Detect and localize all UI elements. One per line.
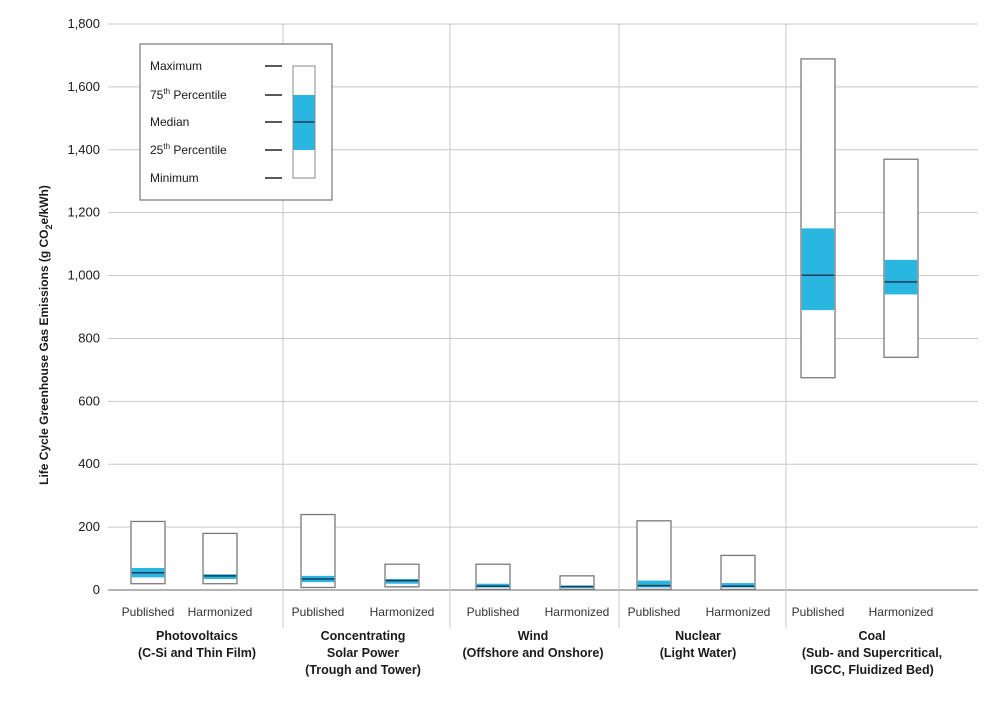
box-plot [559, 575, 595, 591]
box-plot [130, 520, 166, 585]
legend: Maximum 75th Percentile Median 25th Percent… [139, 43, 333, 201]
group-label: (C-Si and Thin Film) [138, 646, 256, 660]
interquartile-box [637, 580, 671, 588]
legend-label: Maximum [150, 59, 202, 73]
whisker-range-box [300, 513, 336, 589]
x-sublabel: Published [628, 605, 681, 619]
group-label: IGCC, Fluidized Bed) [810, 663, 934, 677]
group-label: (Sub- and Supercritical, [802, 646, 942, 660]
box-plot [883, 158, 919, 358]
box-plot [720, 554, 756, 591]
x-sublabel: Harmonized [370, 605, 435, 619]
box-plot [800, 58, 836, 379]
whisker-range-box [800, 58, 836, 379]
x-sublabel: Harmonized [188, 605, 253, 619]
group-label: Nuclear [675, 629, 721, 643]
x-axis-group-labels: Photovoltaics (C-Si and Thin Film) Concent… [138, 629, 942, 677]
group-label: Concentrating [321, 629, 406, 643]
whisker-range-box [636, 520, 672, 591]
x-sublabel: Harmonized [706, 605, 771, 619]
group-label: (Offshore and Onshore) [463, 646, 604, 660]
y-axis-label: Life Cycle Greenhouse Gas Emissions (g C… [37, 185, 54, 485]
box-plots [130, 58, 919, 591]
x-sublabel: Harmonized [869, 605, 934, 619]
x-sublabel: Published [292, 605, 345, 619]
group-label: Wind [518, 629, 548, 643]
y-axis-ticks: 0 200 400 600 800 1,000 1,200 1,400 1,600 1,800 [67, 16, 100, 597]
interquartile-box [385, 578, 419, 584]
legend-label: Median [150, 115, 189, 129]
y-tick-label: 1,400 [67, 142, 100, 157]
interquartile-box [721, 583, 755, 588]
y-tick-label: 0 [93, 582, 100, 597]
y-tick-label: 600 [78, 393, 100, 408]
box-plot [636, 520, 672, 591]
y-tick-label: 200 [78, 519, 100, 534]
interquartile-box [884, 259, 918, 295]
interquartile-box [801, 228, 835, 311]
box-plot [300, 513, 336, 589]
x-axis-sublabels: Published Harmonized Published Harmonized Pu… [122, 605, 934, 619]
y-tick-label: 1,800 [67, 16, 100, 31]
box-plot [384, 563, 420, 588]
x-sublabel: Published [467, 605, 520, 619]
box-plot [475, 563, 511, 591]
interquartile-box [203, 574, 237, 579]
x-sublabel: Harmonized [545, 605, 610, 619]
y-tick-label: 400 [78, 456, 100, 471]
y-tick-label: 800 [78, 330, 100, 345]
group-label: (Trough and Tower) [305, 663, 421, 677]
legend-label: Minimum [150, 171, 199, 185]
box-plot [202, 532, 238, 585]
y-tick-label: 1,600 [67, 79, 100, 94]
group-label: (Light Water) [660, 646, 737, 660]
y-tick-label: 1,200 [67, 205, 100, 220]
y-tick-label: 1,000 [67, 268, 100, 283]
x-sublabel: Published [122, 605, 175, 619]
legend-label: 25th Percentile [150, 142, 227, 157]
legend-label: 75th Percentile [150, 87, 227, 102]
group-label: Photovoltaics [156, 629, 238, 643]
x-sublabel: Published [792, 605, 845, 619]
group-label: Coal [858, 629, 885, 643]
whisker-range-box [883, 158, 919, 358]
group-label: Solar Power [327, 646, 399, 660]
